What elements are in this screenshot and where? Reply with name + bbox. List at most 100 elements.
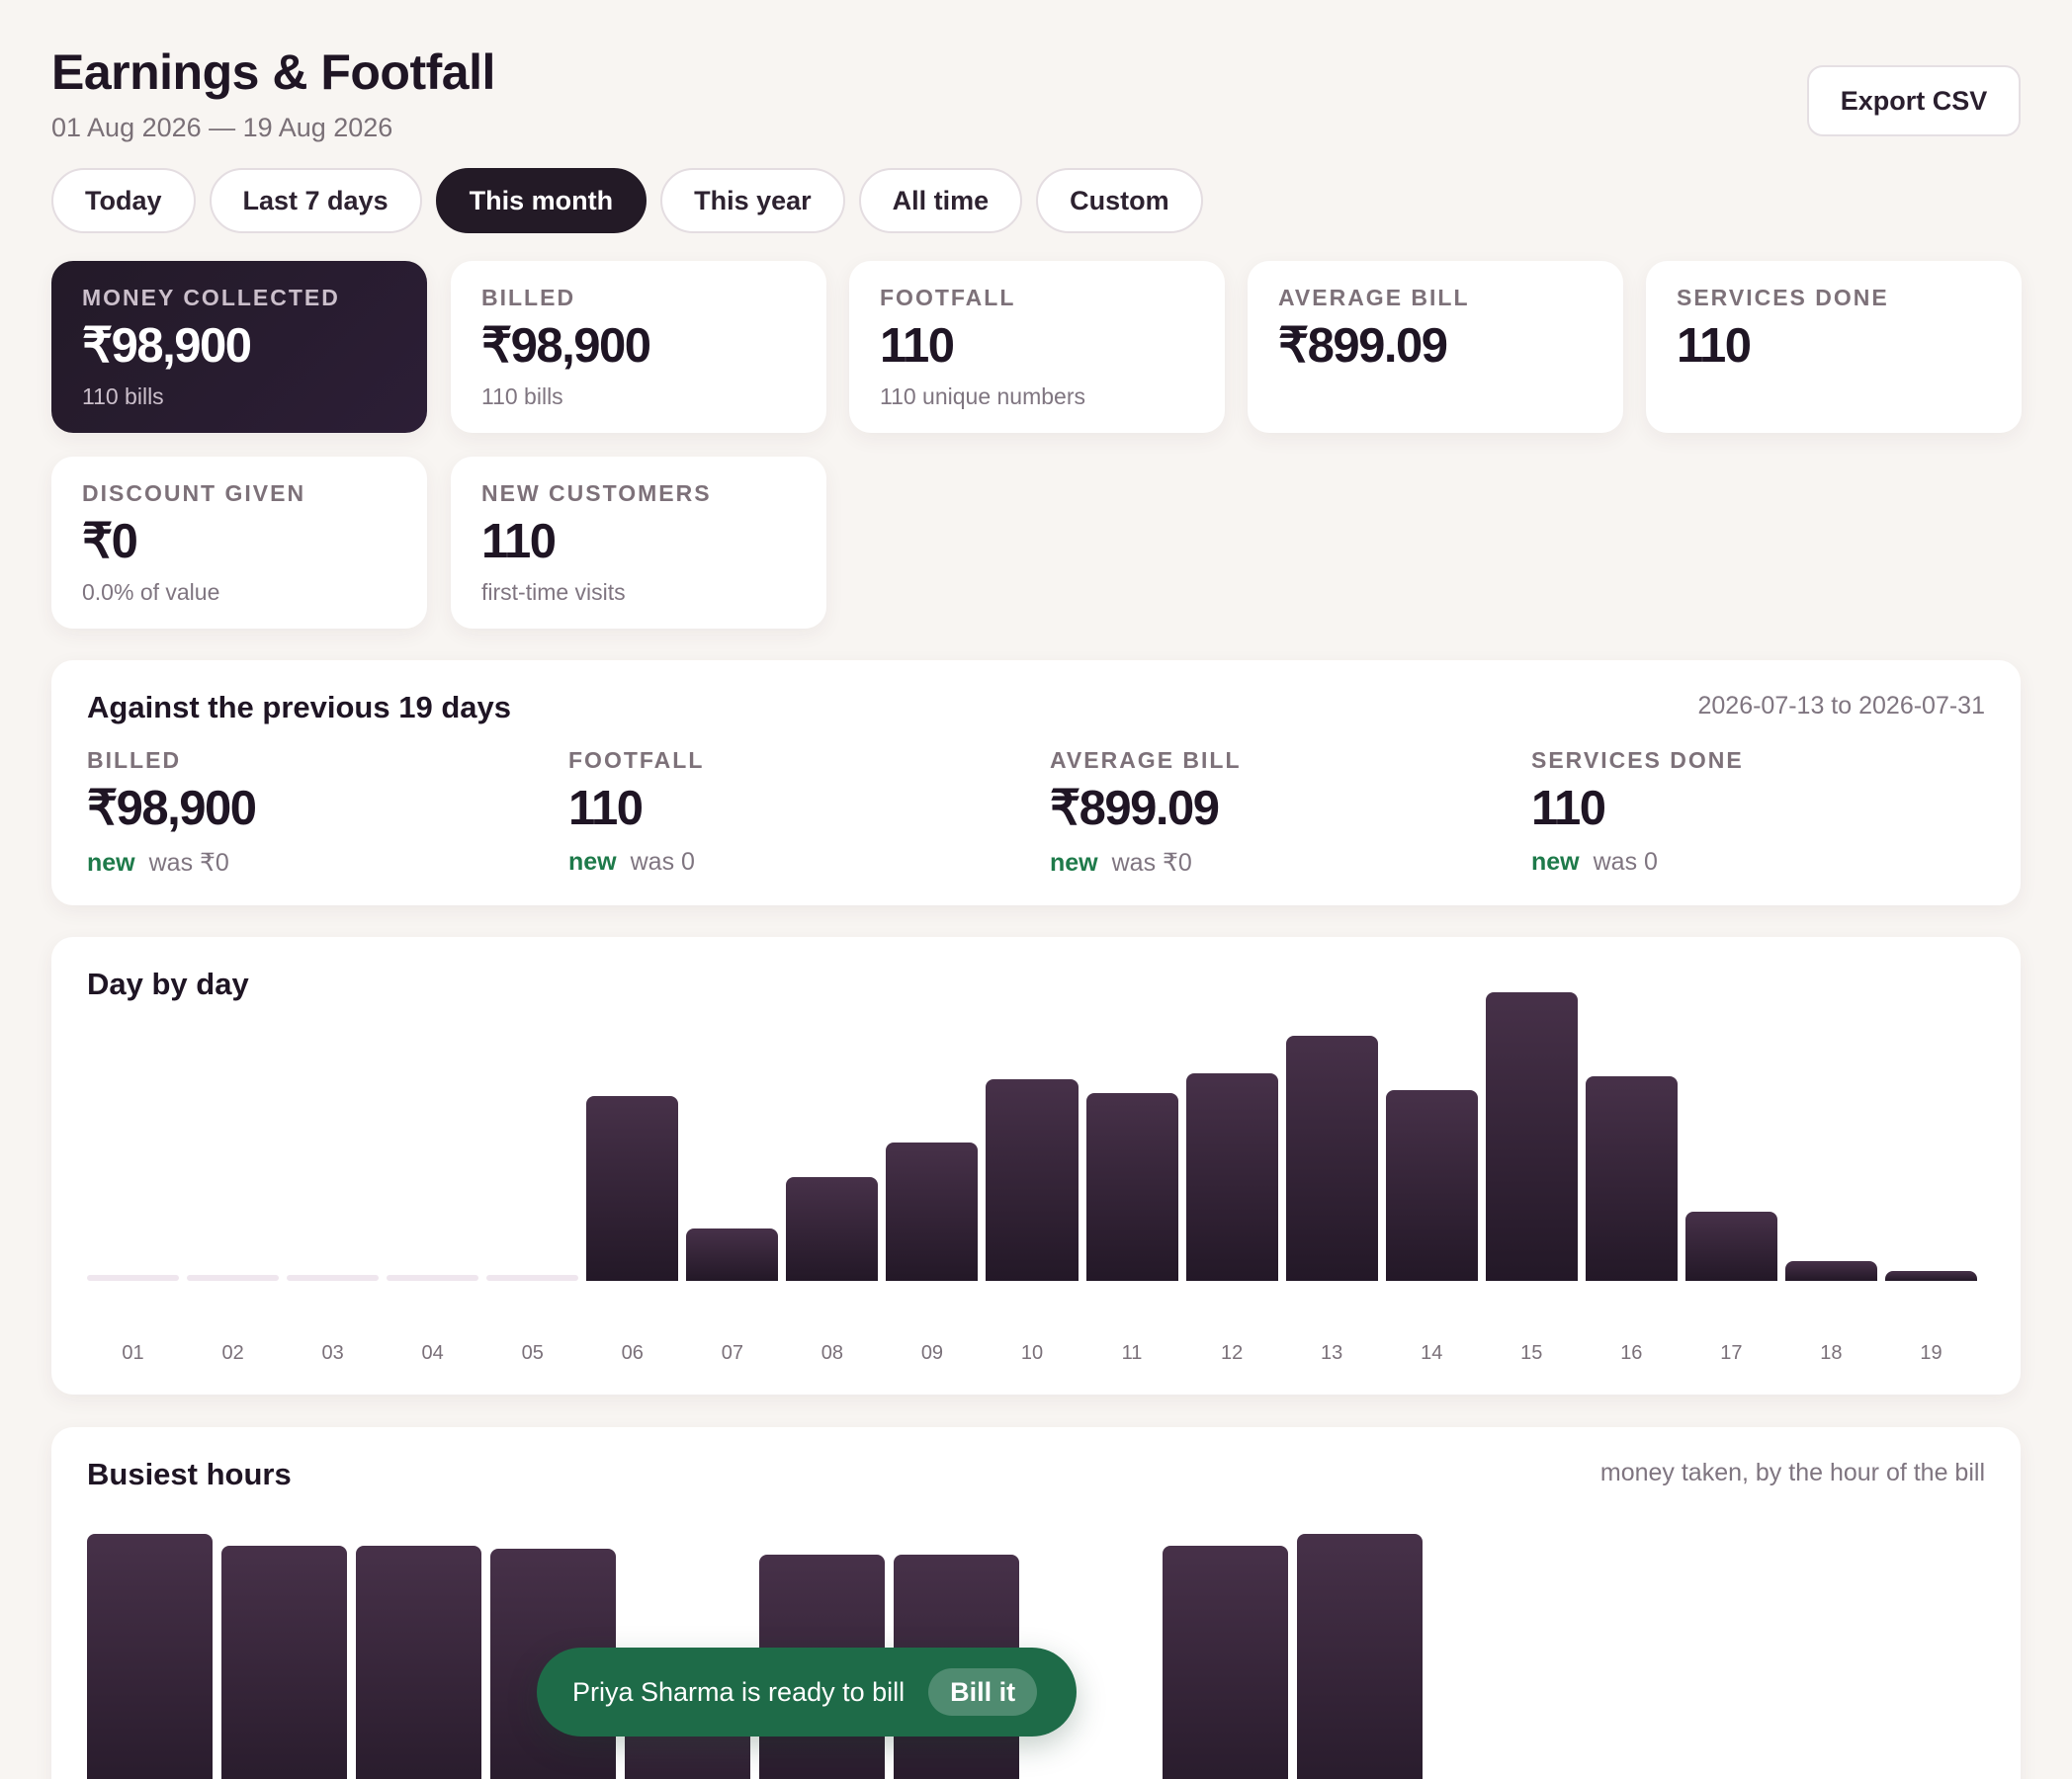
previous-value: was ₹0	[1111, 849, 1192, 878]
daily-chart-panel: Day by day 01 02 03 04 05 06 07 08 09 10 11 12 13 14 1…	[51, 937, 2021, 1395]
stat-sub: 0.0% of value	[82, 579, 220, 606]
stat-money-collected: MONEY COLLECTED ₹98,900 110 bills	[51, 261, 427, 433]
daily-tick-label: 09	[920, 1342, 944, 1364]
daily-tick-label: 13	[1321, 1342, 1343, 1364]
daily-chart-title: Day by day	[87, 967, 249, 1001]
date-range: 01 Aug 2026 — 19 Aug 2026	[51, 113, 393, 142]
range-last-7-days[interactable]: Last 7 days	[209, 168, 422, 233]
stat-billed: BILLED ₹98,900 110 bills	[451, 261, 826, 433]
comparison-title: Against the previous 19 days	[87, 690, 511, 724]
daily-bar	[1185, 1072, 1278, 1281]
stat-new-customers: NEW CUSTOMERS 110 first-time visits	[451, 457, 826, 629]
daily-tick-label: 07	[721, 1342, 743, 1364]
stat-sub: 110 bills	[82, 383, 164, 410]
daily-bar	[387, 1275, 479, 1281]
range-today[interactable]: Today	[51, 168, 196, 233]
stat-average-bill: AVERAGE BILL ₹899.09	[1248, 261, 1623, 433]
range-this-year[interactable]: This year	[660, 168, 845, 233]
stat-discount-given: DISCOUNT GIVEN ₹0 0.0% of value	[51, 457, 427, 629]
comparison-label: BILLED	[87, 747, 182, 773]
comparison-label: FOOTFALL	[568, 747, 705, 773]
stat-label: MONEY COLLECTED	[82, 285, 340, 310]
change-badge: new	[1531, 848, 1580, 877]
stat-value: 110	[481, 515, 557, 568]
daily-tick-label: 02	[221, 1342, 244, 1364]
ready-to-bill-toast: Priya Sharma is ready to bill Bill it	[537, 1648, 1077, 1737]
page-title: Earnings & Footfall	[51, 44, 495, 100]
stat-label: DISCOUNT GIVEN	[82, 480, 306, 506]
comparison-value: 110	[1531, 782, 1606, 835]
stat-label: BILLED	[481, 285, 576, 310]
daily-bar	[786, 1176, 879, 1281]
daily-bar	[1285, 1035, 1378, 1281]
previous-value: was 0	[630, 848, 695, 877]
daily-bar	[1485, 992, 1578, 1281]
daily-bar	[886, 1142, 979, 1281]
comparison-value: ₹98,900	[87, 782, 257, 835]
stat-sub: 110 unique numbers	[880, 383, 1085, 410]
daily-tick-label: 19	[1920, 1342, 1942, 1364]
daily-bar	[1684, 1211, 1777, 1281]
daily-bar	[1385, 1090, 1478, 1281]
bill-it-button[interactable]: Bill it	[928, 1668, 1038, 1716]
daily-tick-label: 11	[1121, 1342, 1143, 1364]
daily-tick-label: 06	[621, 1342, 644, 1364]
stat-label: FOOTFALL	[880, 285, 1016, 310]
comparison-panel: Against the previous 19 days 2026-07-13 …	[51, 660, 2021, 905]
daily-bar	[1585, 1075, 1678, 1281]
hourly-bar	[356, 1546, 481, 1779]
daily-tick-label: 10	[1020, 1342, 1044, 1364]
hourly-bar	[87, 1534, 213, 1779]
stat-sub: 110 bills	[481, 383, 563, 410]
stat-label: SERVICES DONE	[1677, 285, 1889, 310]
stat-footfall: FOOTFALL 110 110 unique numbers	[849, 261, 1225, 433]
daily-tick-label: 18	[1820, 1342, 1843, 1364]
hourly-bar	[221, 1546, 347, 1779]
stat-value: 110	[1677, 319, 1752, 373]
page-header: Earnings & Footfall 01 Aug 2026 — 19 Aug…	[51, 43, 495, 143]
stat-label: NEW CUSTOMERS	[481, 480, 712, 506]
range-custom[interactable]: Custom	[1036, 168, 1203, 233]
change-badge: new	[568, 848, 617, 877]
daily-bar	[287, 1275, 380, 1281]
comparison-value: 110	[568, 782, 644, 835]
daily-tick-label: 01	[122, 1342, 144, 1364]
daily-tick-label: 14	[1421, 1342, 1443, 1364]
stat-label: AVERAGE BILL	[1278, 285, 1470, 310]
stat-value: ₹899.09	[1278, 319, 1448, 373]
export-csv-button[interactable]: Export CSV	[1807, 65, 2021, 136]
hourly-chart-note: money taken, by the hour of the bill	[1599, 1459, 1985, 1486]
range-this-month[interactable]: This month	[435, 168, 648, 233]
change-badge: new	[1050, 849, 1098, 878]
daily-tick-label: 16	[1620, 1342, 1643, 1364]
comparison-average-bill: AVERAGE BILL ₹899.09 new was ₹0	[1050, 747, 1242, 878]
hourly-bar	[1297, 1534, 1423, 1779]
daily-tick-label: 05	[521, 1342, 544, 1364]
daily-bar	[986, 1078, 1079, 1281]
stat-value: ₹98,900	[82, 319, 252, 373]
range-selector: Today Last 7 days This month This year A…	[51, 168, 1203, 233]
daily-bar	[87, 1275, 180, 1281]
stat-services-done: SERVICES DONE 110	[1646, 261, 2022, 433]
stat-value: ₹98,900	[481, 319, 651, 373]
comparison-value: ₹899.09	[1050, 782, 1220, 835]
daily-bar-chart	[87, 992, 1985, 1281]
comparison-billed: BILLED ₹98,900 new was ₹0	[87, 747, 257, 878]
comparison-range: 2026-07-13 to 2026-07-31	[1697, 692, 1985, 720]
stat-value: 110	[880, 319, 955, 373]
daily-tick-label: 15	[1520, 1342, 1543, 1364]
stat-sub: first-time visits	[481, 579, 626, 606]
hourly-bar	[1163, 1546, 1288, 1779]
daily-bar	[486, 1275, 579, 1281]
toast-message: Priya Sharma is ready to bill	[572, 1676, 906, 1707]
daily-bar	[187, 1275, 280, 1281]
stat-value: ₹0	[82, 515, 138, 568]
daily-tick-label: 17	[1720, 1342, 1743, 1364]
daily-bar	[686, 1228, 779, 1281]
comparison-services-done: SERVICES DONE 110 new was 0	[1531, 747, 1744, 877]
daily-bar	[1085, 1093, 1178, 1281]
daily-bar	[586, 1096, 679, 1281]
range-all-time[interactable]: All time	[858, 168, 1023, 233]
hourly-chart-title: Busiest hours	[87, 1457, 292, 1491]
daily-tick-label: 04	[421, 1342, 444, 1364]
